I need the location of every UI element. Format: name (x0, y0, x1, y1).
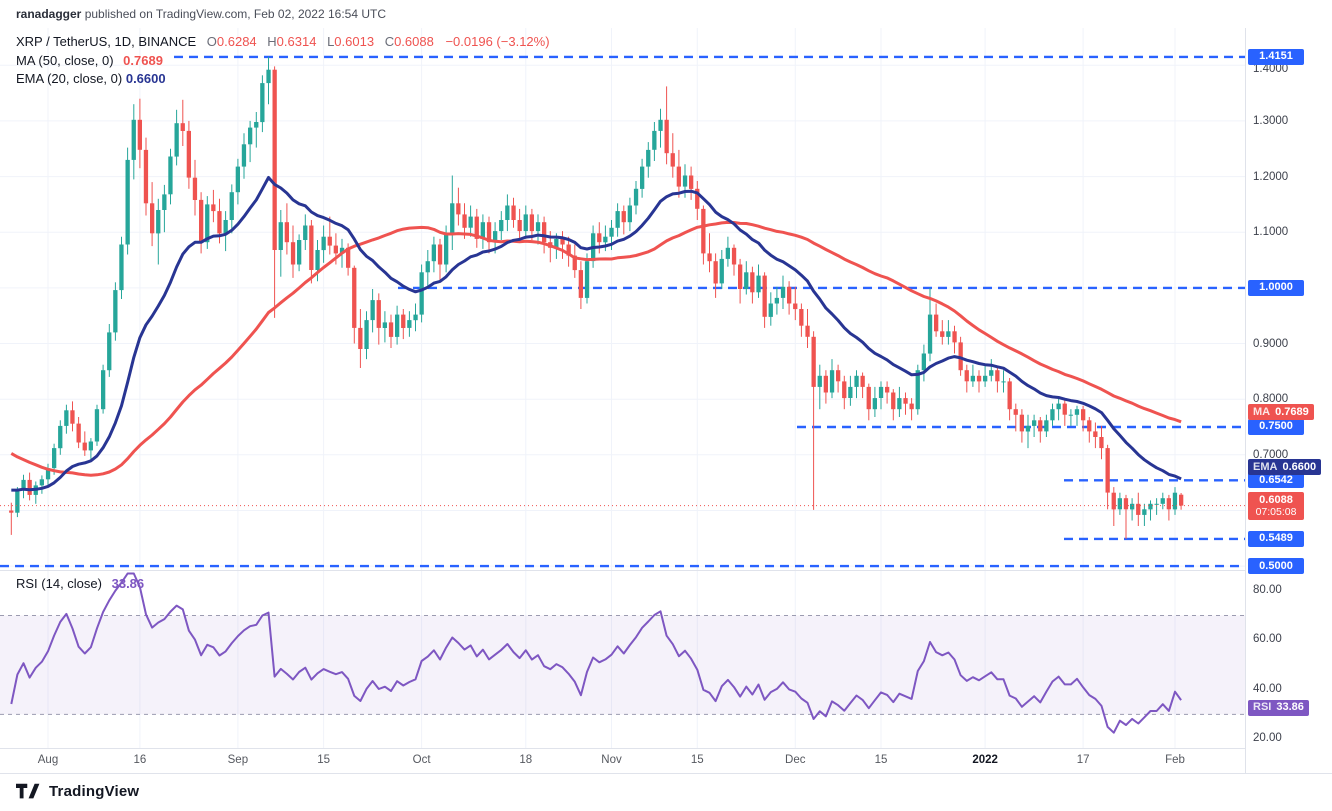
rsi-band (0, 615, 1245, 715)
rsi-value-badge: RSI 33.86 (1248, 699, 1309, 716)
ohlc-close-value: 0.6088 (394, 34, 434, 49)
price-level-badge: 0.5489 (1248, 530, 1304, 547)
ohlc-high-key: H (267, 34, 277, 49)
author-name: ranadagger (16, 7, 82, 21)
price-axis[interactable]: 1.4000 1.3000 1.2000 1.1000 0.9000 0.8000 0.70… (1245, 28, 1332, 773)
symbol-legend[interactable]: XRP / TetherUS, 1D, BINANCE O0.6284 H0.6… (16, 34, 550, 49)
ma-legend[interactable]: MA (50, close, 0) 0.7689 (16, 53, 163, 68)
rsi-value: 33.86 (111, 576, 145, 591)
rsi-legend[interactable]: RSI (14, close) 33.86 (16, 576, 144, 591)
ema-line (11, 176, 1182, 492)
tradingview-brand-text: TradingView (49, 783, 140, 800)
time-tick-label: Dec (785, 754, 806, 766)
ohlc-low-value: 0.6013 (334, 34, 375, 49)
rsi-tick-label: 80.00 (1253, 583, 1282, 596)
attribution-text: published on TradingView.com, Feb 02, 20… (81, 7, 386, 21)
rsi-label: RSI (14, close) (16, 576, 102, 591)
time-tick-label: Nov (601, 754, 622, 766)
attribution-bar: ranadagger published on TradingView.com,… (16, 0, 386, 28)
tradingview-logo-icon (16, 783, 40, 799)
time-tick-label: Sep (227, 754, 249, 766)
ema-value: 0.6600 (125, 71, 166, 86)
time-tick-label: Aug (37, 754, 59, 766)
ema-legend[interactable]: EMA (20, close, 0) 0.6600 (16, 71, 166, 86)
time-tick-label: 2022 (972, 754, 998, 766)
price-level-badge: 0.5000 (1248, 558, 1304, 575)
rsi-tick-label: 20.00 (1253, 732, 1282, 745)
time-tick-label: 15 (874, 754, 888, 766)
time-tick-label: 15 (690, 754, 704, 766)
ema-price-badge: EMA 0.6600 (1248, 459, 1322, 476)
ma-label: MA (50, close, 0) (16, 53, 114, 68)
time-tick-label: Oct (412, 754, 431, 766)
time-tick-label: 15 (317, 754, 331, 766)
ohlc-close-key: C (384, 34, 395, 49)
support-resistance-lines (0, 55, 1245, 568)
grid-lines (0, 28, 1245, 570)
ma-line (10, 220, 1182, 477)
symbol-title: XRP / TetherUS, 1D, BINANCE (16, 34, 197, 49)
price-level-badge: 1.0000 (1248, 279, 1304, 296)
price-level-badge: 1.4151 (1248, 48, 1304, 65)
price-tick-label: 1.2000 (1253, 170, 1289, 183)
price-tick-label: 1.4000 (1253, 63, 1289, 76)
ma-value: 0.7689 (123, 53, 163, 68)
ohlc-low-key: L (327, 34, 335, 49)
ohlc-high-value: 0.6314 (276, 34, 317, 49)
last-price-badge: 0.6088 07:05:08 (1248, 491, 1304, 520)
ohlc-open-key: O (206, 34, 217, 49)
price-tick-label: 0.8000 (1253, 393, 1289, 406)
footer-bar: TradingView (0, 773, 1332, 811)
price-tick-label: 0.9000 (1253, 337, 1289, 350)
price-level-badge: 0.6542 (1248, 472, 1304, 489)
rsi-tick-label: 40.00 (1253, 682, 1282, 695)
rsi-tick-label: 60.00 (1253, 633, 1282, 646)
time-tick-label: 17 (1076, 754, 1090, 766)
ema-label: EMA (20, close, 0) (16, 71, 123, 86)
price-tick-label: 1.3000 (1253, 114, 1289, 127)
rsi-svg (0, 571, 1245, 749)
price-tick-label: 1.1000 (1253, 226, 1289, 239)
rsi-chart-canvas[interactable] (0, 570, 1245, 749)
main-chart-svg (0, 28, 1245, 570)
change-value: −0.0196 (−3.12%) (445, 34, 550, 49)
time-tick-label: 16 (133, 754, 147, 766)
main-chart-canvas[interactable] (0, 28, 1245, 570)
candles (9, 56, 1184, 539)
time-axis[interactable]: Aug 16 Sep 15 Oct 18 Nov 15 Dec 15 2022 17 Feb (0, 748, 1245, 774)
rsi-line (10, 572, 1182, 734)
tradingview-logo-link[interactable]: TradingView (16, 783, 139, 800)
ohlc-open-value: 0.6284 (216, 34, 257, 49)
time-tick-label: 18 (519, 754, 533, 766)
price-tick-label: 0.7000 (1253, 448, 1289, 461)
ma-price-badge: MA 0.7689 (1248, 404, 1314, 421)
price-level-badge: 0.7500 (1248, 418, 1304, 435)
time-tick-label: Feb (1165, 754, 1185, 766)
